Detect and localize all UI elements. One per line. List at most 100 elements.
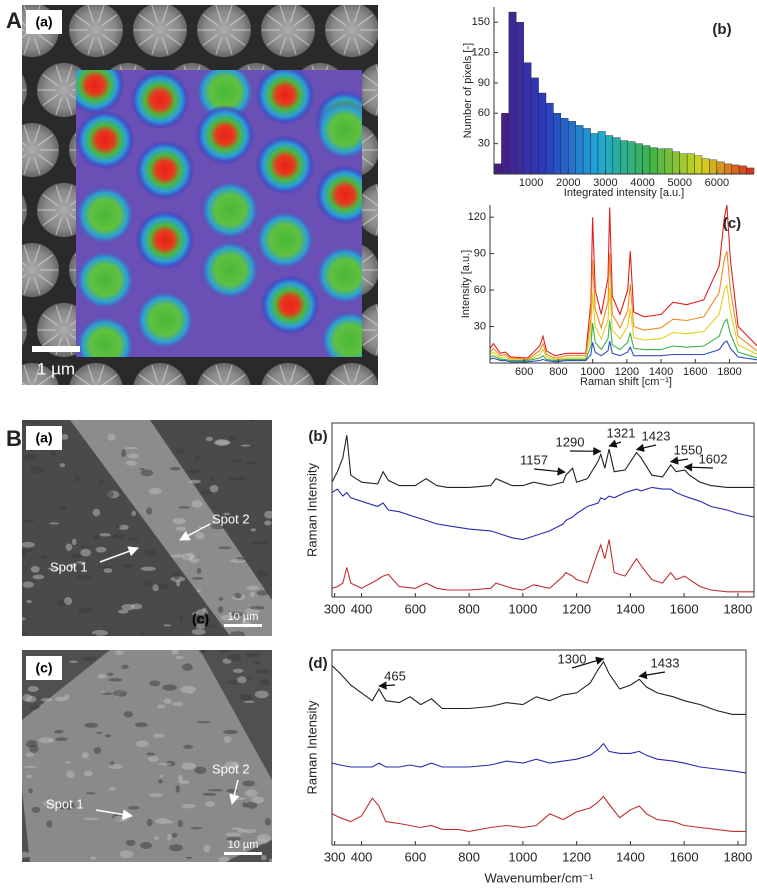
bar	[739, 166, 746, 174]
texture	[226, 398, 232, 415]
x-axis-label: Wavenumber/cm⁻¹	[485, 870, 595, 885]
texture	[6, 195, 21, 206]
y-axis-label: Raman Intensity	[304, 463, 319, 557]
texture	[108, 678, 122, 681]
texture	[197, 589, 201, 592]
texture	[269, 858, 275, 863]
texture	[242, 802, 246, 807]
texture	[418, 158, 424, 175]
texture	[98, 398, 104, 415]
texture	[440, 185, 446, 202]
texture	[395, 275, 410, 286]
texture	[257, 570, 268, 577]
texture	[93, 534, 99, 540]
texture	[6, 315, 21, 326]
peak-label: 1300	[558, 651, 587, 666]
scale-bar	[32, 346, 80, 352]
texture	[84, 817, 99, 820]
peak-arrow	[685, 467, 713, 468]
texture	[40, 555, 49, 560]
texture	[408, 365, 414, 382]
map-spot	[135, 140, 195, 200]
texture	[244, 829, 257, 833]
texture	[390, 215, 405, 226]
bar	[657, 149, 664, 174]
map-spot	[255, 65, 315, 125]
texture	[99, 533, 110, 536]
texture	[124, 447, 138, 449]
texture	[75, 395, 90, 406]
y-tick-label: 150	[472, 16, 490, 28]
texture	[31, 566, 40, 573]
peak-label: 1433	[651, 655, 680, 670]
texture	[54, 730, 63, 734]
texture	[140, 632, 145, 636]
texture	[354, 398, 360, 415]
texture	[23, 581, 34, 587]
texture	[146, 507, 152, 514]
texture	[196, 721, 210, 723]
texture	[440, 218, 446, 235]
texture	[260, 680, 270, 686]
texture	[427, 195, 442, 206]
texture	[331, 395, 346, 406]
texture	[28, 417, 42, 424]
texture	[280, 398, 286, 415]
x-tick-label: 300	[324, 601, 346, 616]
texture	[29, 745, 38, 753]
texture	[158, 779, 163, 783]
texture	[109, 787, 116, 790]
texture	[390, 75, 405, 86]
texture	[199, 647, 207, 654]
texture	[203, 845, 210, 853]
texture	[167, 834, 171, 840]
map-spot	[200, 240, 260, 300]
x-tick-label: 1200	[562, 601, 591, 616]
texture	[241, 445, 251, 447]
texture	[175, 448, 184, 454]
texture	[141, 470, 153, 477]
texture	[440, 338, 446, 355]
texture	[208, 789, 223, 791]
texture	[121, 449, 126, 457]
x-tick-label: 1200	[562, 849, 591, 864]
peak-label: 1423	[642, 428, 671, 443]
texture	[112, 534, 125, 539]
texture	[26, 600, 31, 603]
nanostructure	[389, 363, 443, 417]
panel-label: (c)	[723, 215, 741, 232]
peak-arrow	[671, 459, 688, 462]
texture	[167, 821, 173, 824]
bar	[665, 149, 672, 174]
scale-text: 10 µm	[228, 839, 259, 851]
bar	[553, 113, 560, 174]
texture	[6, 335, 21, 346]
bar	[546, 103, 553, 174]
texture	[131, 511, 136, 516]
map-spot	[135, 290, 195, 350]
texture	[176, 580, 180, 587]
texture	[386, 338, 392, 355]
texture	[182, 762, 196, 769]
texture	[103, 568, 112, 573]
texture	[187, 470, 202, 473]
texture	[235, 593, 241, 598]
texture	[61, 434, 68, 440]
bar	[732, 165, 739, 174]
texture	[186, 857, 192, 859]
peak-label: 465	[384, 668, 406, 683]
texture	[418, 38, 424, 55]
x-tick-label: 300	[324, 849, 346, 864]
spectrum-line	[490, 205, 757, 358]
texture	[197, 568, 202, 574]
texture	[107, 433, 115, 440]
texture	[194, 767, 206, 774]
texture	[199, 490, 212, 495]
bar	[702, 159, 709, 174]
texture	[30, 466, 44, 474]
texture	[23, 766, 38, 768]
bar	[687, 154, 694, 174]
scale-bar	[224, 852, 262, 855]
bar	[613, 138, 620, 174]
